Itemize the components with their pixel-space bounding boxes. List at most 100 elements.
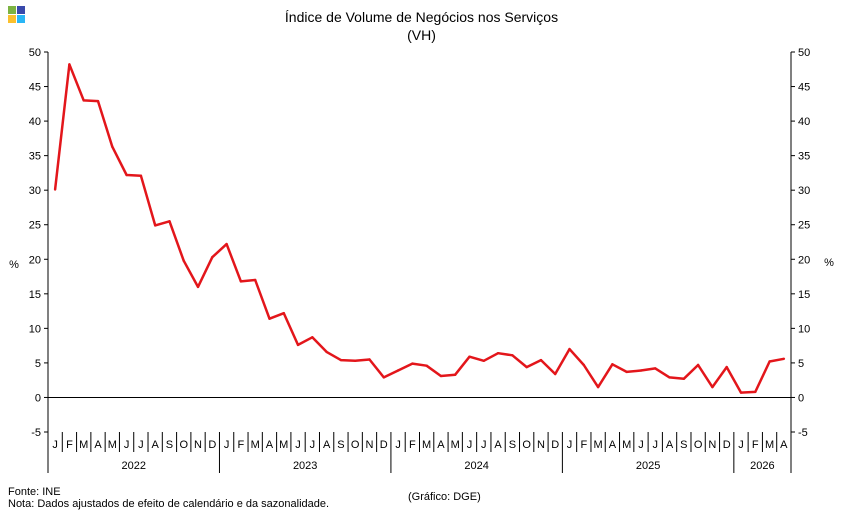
x-month-label: A: [494, 439, 502, 451]
y-tick-label-left: 30: [29, 185, 41, 197]
y-tick-label-right: 25: [798, 220, 810, 232]
x-month-label: M: [108, 439, 117, 451]
x-month-label: J: [310, 439, 316, 451]
data-point: [654, 367, 657, 370]
data-point: [596, 385, 600, 389]
x-month-label: M: [765, 439, 774, 451]
x-month-label: D: [380, 439, 388, 451]
x-month-label: J: [638, 439, 644, 451]
chart-subtitle: (VH): [407, 27, 436, 43]
x-month-label: N: [194, 439, 202, 451]
data-point: [111, 145, 114, 148]
data-point: [425, 364, 428, 367]
y-tick-label-left: 45: [29, 82, 41, 94]
data-point: [325, 350, 328, 354]
y-tick-label-right: 30: [798, 185, 810, 197]
data-point: [68, 63, 71, 66]
data-point: [639, 369, 643, 372]
x-month-label: D: [208, 439, 216, 451]
data-point: [311, 336, 314, 339]
data-point: [696, 363, 700, 367]
x-month-label: J: [124, 439, 130, 451]
data-point: [582, 363, 585, 367]
data-point: [725, 365, 728, 369]
data-point: [254, 278, 257, 282]
y-tick-label-right: -5: [798, 427, 808, 439]
y-tick-label-left: -5: [31, 427, 41, 439]
y-tick-label-right: 20: [798, 254, 810, 266]
data-point: [368, 358, 371, 361]
data-point: [382, 376, 385, 379]
x-month-label: A: [323, 439, 331, 451]
x-month-label: J: [467, 439, 473, 451]
x-month-label: F: [409, 439, 416, 451]
x-month-label: A: [609, 439, 617, 451]
x-month-label: A: [437, 439, 445, 451]
x-month-label: A: [266, 439, 274, 451]
data-point: [82, 99, 85, 102]
x-month-label: N: [366, 439, 374, 451]
data-point: [282, 312, 285, 315]
logo-square-4: [17, 15, 25, 23]
x-month-label: D: [551, 439, 559, 451]
x-month-label: A: [780, 439, 788, 451]
data-point: [239, 280, 243, 283]
source-text: Fonte: INE: [8, 486, 61, 498]
x-month-label: J: [738, 439, 744, 451]
data-point: [411, 362, 414, 365]
data-point: [568, 347, 571, 351]
x-month-label: A: [94, 439, 102, 451]
x-year-label: 2024: [464, 460, 488, 472]
x-month-label: J: [295, 439, 301, 451]
x-month-label: J: [481, 439, 487, 451]
y-axis-label-left: %: [9, 259, 19, 271]
data-point: [668, 376, 671, 379]
y-tick-label-left: 35: [29, 151, 41, 163]
x-month-label: J: [567, 439, 573, 451]
data-point: [225, 242, 228, 246]
data-point: [268, 317, 271, 320]
y-tick-label-right: 0: [798, 392, 804, 404]
x-month-label: M: [622, 439, 631, 451]
data-point: [482, 359, 485, 362]
data-point: [53, 188, 57, 191]
y-tick-label-right: 15: [798, 289, 810, 301]
x-month-label: O: [694, 439, 703, 451]
x-month-label: J: [224, 439, 230, 451]
x-month-label: F: [580, 439, 587, 451]
data-point: [125, 173, 128, 177]
x-month-label: A: [666, 439, 674, 451]
x-month-label: S: [680, 439, 687, 451]
data-point: [96, 99, 100, 103]
data-point: [468, 355, 471, 358]
x-month-label: M: [451, 439, 460, 451]
data-point: [611, 363, 614, 366]
x-month-label: J: [653, 439, 659, 451]
y-tick-label-left: 40: [29, 116, 41, 128]
data-point: [439, 374, 443, 378]
x-month-label: S: [166, 439, 173, 451]
data-point: [154, 224, 157, 227]
y-tick-label-left: 50: [29, 47, 41, 59]
x-month-label: M: [251, 439, 260, 451]
data-point: [139, 174, 143, 177]
x-month-label: S: [337, 439, 344, 451]
x-month-label: O: [351, 439, 360, 451]
data-point: [182, 259, 185, 262]
y-tick-label-left: 0: [35, 392, 41, 404]
y-tick-label-right: 5: [798, 358, 804, 370]
y-tick-label-right: 45: [798, 82, 810, 94]
x-month-label: O: [179, 439, 188, 451]
x-month-label: F: [752, 439, 759, 451]
logo-square-3: [8, 15, 16, 23]
y-tick-label-left: 15: [29, 289, 41, 301]
y-tick-label-right: 10: [798, 323, 810, 335]
y-tick-label-right: 35: [798, 151, 810, 163]
data-point: [354, 359, 357, 362]
y-tick-label-left: 25: [29, 220, 41, 232]
logo-square-2: [17, 6, 25, 14]
data-point: [711, 385, 714, 389]
data-point: [496, 352, 500, 355]
data-point: [454, 373, 457, 376]
data-point: [768, 360, 771, 363]
